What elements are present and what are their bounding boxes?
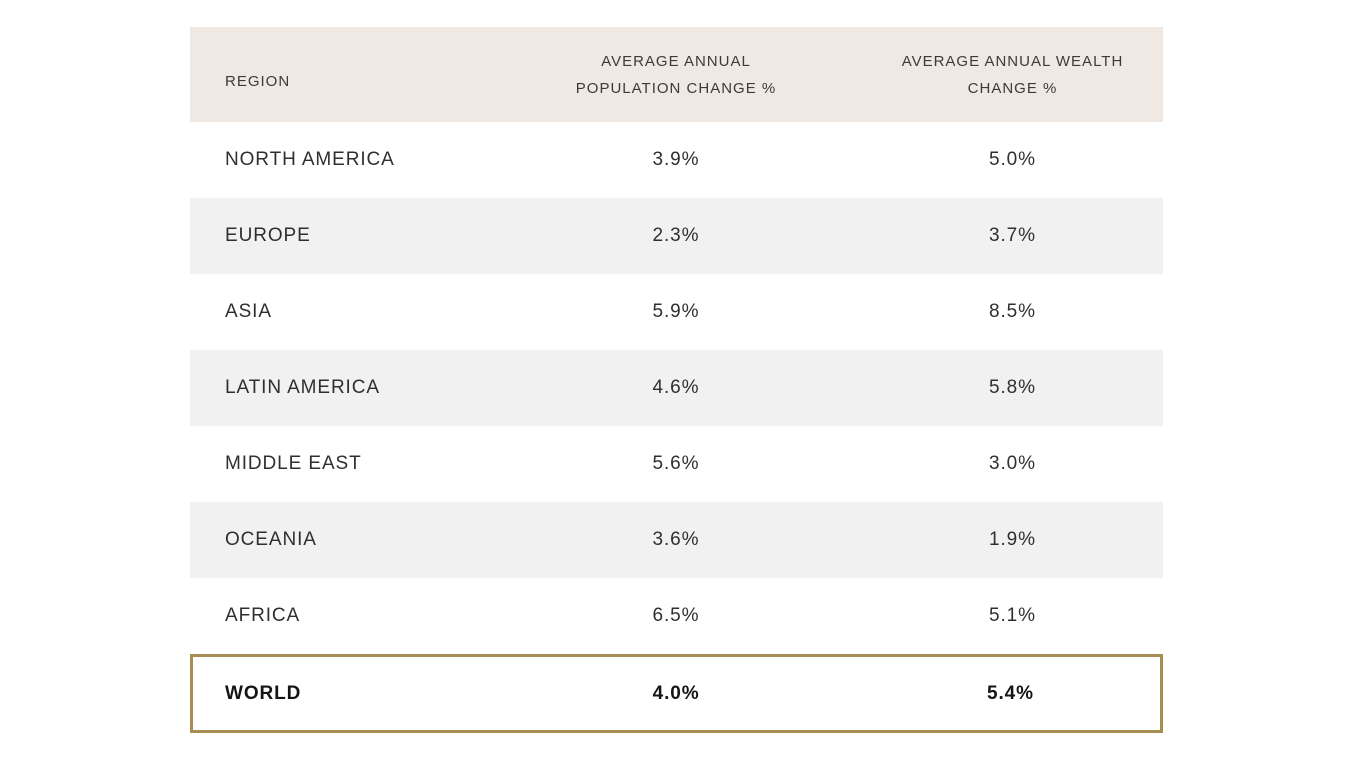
wealth-change-cell: 5.0% bbox=[989, 149, 1036, 170]
population-change-cell: 5.6% bbox=[652, 453, 700, 474]
header-population-change-label: AVERAGE ANNUAL POPULATION CHANGE % bbox=[575, 52, 777, 97]
table-row-asia: ASIA 5.9% 8.5% bbox=[190, 274, 1163, 350]
region-cell: LATIN AMERICA bbox=[225, 377, 380, 398]
region-cell: WORLD bbox=[225, 682, 302, 704]
header-wealth-change: AVERAGE ANNUAL WEALTH CHANGE % bbox=[862, 27, 1163, 122]
wealth-change-cell: 1.9% bbox=[989, 529, 1036, 550]
table-header-row: REGION AVERAGE ANNUAL POPULATION CHANGE … bbox=[190, 27, 1163, 122]
region-cell: ASIA bbox=[225, 301, 272, 322]
table-row-europe: EUROPE 2.3% 3.7% bbox=[190, 198, 1163, 274]
region-cell: OCEANIA bbox=[225, 529, 317, 550]
region-cell: AFRICA bbox=[225, 605, 301, 626]
table-row-middle-east: MIDDLE EAST 5.6% 3.0% bbox=[190, 426, 1163, 502]
regional-change-table: REGION AVERAGE ANNUAL POPULATION CHANGE … bbox=[190, 27, 1163, 733]
region-cell: EUROPE bbox=[225, 225, 311, 246]
wealth-change-cell: 8.5% bbox=[989, 301, 1036, 322]
table-row-africa: AFRICA 6.5% 5.1% bbox=[190, 578, 1163, 654]
header-region-label: REGION bbox=[225, 73, 291, 90]
table-row-latin-america: LATIN AMERICA 4.6% 5.8% bbox=[190, 350, 1163, 426]
population-change-cell: 6.5% bbox=[652, 605, 700, 626]
table-row-oceania: OCEANIA 3.6% 1.9% bbox=[190, 502, 1163, 578]
table-row-world-total: WORLD 4.0% 5.4% bbox=[190, 654, 1163, 733]
header-wealth-change-label: AVERAGE ANNUAL WEALTH CHANGE % bbox=[901, 52, 1124, 97]
population-change-cell: 3.6% bbox=[652, 529, 700, 550]
header-region: REGION bbox=[190, 27, 490, 122]
region-cell: MIDDLE EAST bbox=[225, 453, 362, 474]
region-cell: NORTH AMERICA bbox=[225, 149, 395, 170]
wealth-change-cell: 5.8% bbox=[989, 377, 1036, 398]
wealth-change-cell: 3.0% bbox=[989, 453, 1036, 474]
population-change-cell: 4.0% bbox=[652, 682, 700, 704]
population-change-cell: 2.3% bbox=[652, 225, 700, 246]
wealth-change-cell: 5.1% bbox=[989, 605, 1036, 626]
header-population-change: AVERAGE ANNUAL POPULATION CHANGE % bbox=[490, 27, 862, 122]
population-change-cell: 5.9% bbox=[652, 301, 700, 322]
population-change-cell: 3.9% bbox=[652, 149, 700, 170]
population-change-cell: 4.6% bbox=[652, 377, 700, 398]
wealth-change-cell: 3.7% bbox=[989, 225, 1036, 246]
wealth-change-cell: 5.4% bbox=[987, 682, 1034, 704]
table-row-north-america: NORTH AMERICA 3.9% 5.0% bbox=[190, 122, 1163, 198]
